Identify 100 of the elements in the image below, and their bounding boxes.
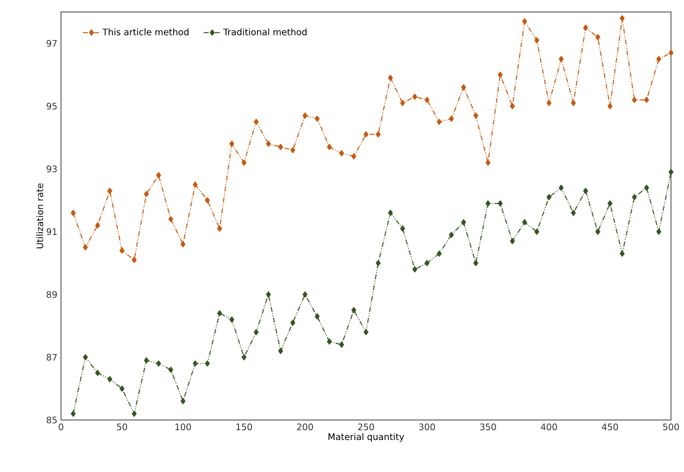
- point: [461, 84, 466, 90]
- point: [254, 118, 259, 125]
- point: [326, 144, 332, 150]
- point: [364, 329, 368, 336]
- point: [156, 172, 162, 178]
- x-tick-label: 200: [297, 424, 313, 430]
- y-tick-label: 93: [46, 166, 57, 172]
- point: [534, 228, 540, 235]
- point: [70, 210, 76, 216]
- point: [229, 316, 234, 323]
- point: [400, 100, 406, 106]
- point: [656, 228, 662, 235]
- point: [364, 131, 368, 138]
- point: [192, 182, 198, 188]
- point: [217, 225, 222, 232]
- point: [326, 338, 332, 345]
- point: [424, 96, 430, 103]
- x-tick-label: 350: [480, 424, 496, 430]
- point: [314, 313, 320, 320]
- point: [608, 103, 612, 110]
- point: [461, 219, 466, 226]
- point: [620, 250, 625, 257]
- point: [668, 50, 674, 56]
- point: [412, 266, 418, 272]
- point: [388, 210, 393, 216]
- point: [302, 112, 308, 119]
- point: [351, 307, 356, 314]
- point: [314, 116, 320, 122]
- point: [242, 354, 246, 360]
- point: [436, 118, 442, 125]
- y-tick-label: 91: [46, 228, 57, 236]
- point: [522, 219, 528, 226]
- x-tick-label: 500: [663, 424, 679, 430]
- legend-label: This article method: [102, 28, 188, 36]
- point: [583, 24, 588, 31]
- point: [436, 250, 442, 257]
- point: [339, 342, 344, 348]
- x-tick-label: 300: [419, 424, 435, 430]
- point: [204, 197, 210, 204]
- point: [412, 94, 418, 100]
- y-tick-label: 89: [46, 291, 57, 298]
- point: [144, 190, 149, 198]
- point: [656, 56, 662, 62]
- point: [570, 210, 576, 216]
- point: [204, 360, 210, 367]
- point: [644, 96, 650, 103]
- point: [351, 153, 356, 160]
- point: [107, 376, 112, 382]
- x-tick-label: 100: [175, 424, 191, 430]
- point: [498, 200, 503, 207]
- point: [242, 160, 246, 166]
- point: [510, 238, 515, 244]
- point: [448, 116, 454, 122]
- point: [595, 34, 600, 40]
- point: [120, 247, 124, 254]
- y-tick-label: 97: [46, 40, 57, 47]
- x-tick-label: 50: [116, 424, 128, 430]
- point: [168, 216, 174, 222]
- point: [546, 100, 552, 106]
- x-tick-label: 250: [358, 424, 374, 430]
- point: [473, 112, 478, 119]
- point: [266, 140, 271, 147]
- point: [620, 15, 625, 22]
- y-axis-title: Utilization rate: [36, 183, 44, 248]
- y-tick-label: 87: [46, 354, 57, 361]
- point: [608, 200, 612, 207]
- x-axis-title: Material quantity: [328, 433, 404, 442]
- point: [546, 194, 552, 200]
- point: [388, 74, 393, 81]
- point: [595, 228, 600, 235]
- point: [217, 310, 222, 316]
- point: [473, 260, 478, 266]
- point: [278, 348, 284, 354]
- point: [644, 184, 650, 191]
- point: [668, 168, 674, 176]
- point: [448, 232, 454, 238]
- point: [70, 410, 76, 417]
- x-tick-label: 450: [602, 424, 618, 430]
- point: [254, 329, 259, 336]
- x-tick-label: 150: [236, 424, 252, 430]
- x-tick-label: 400: [540, 424, 557, 430]
- point: [424, 260, 430, 266]
- point: [95, 222, 100, 229]
- point: [339, 150, 344, 156]
- point: [192, 360, 198, 367]
- point: [583, 188, 588, 194]
- point: [278, 144, 284, 150]
- point: [376, 260, 381, 266]
- point: [132, 256, 137, 264]
- point: [82, 244, 88, 250]
- point: [510, 103, 515, 110]
- point: [400, 225, 406, 232]
- point: [570, 100, 576, 106]
- point: [558, 56, 564, 62]
- legend-label: Traditional method: [223, 28, 307, 36]
- point: [82, 354, 88, 360]
- x-tick-label: 0: [58, 424, 64, 430]
- point: [632, 96, 637, 103]
- point: [486, 160, 490, 166]
- point: [534, 37, 540, 44]
